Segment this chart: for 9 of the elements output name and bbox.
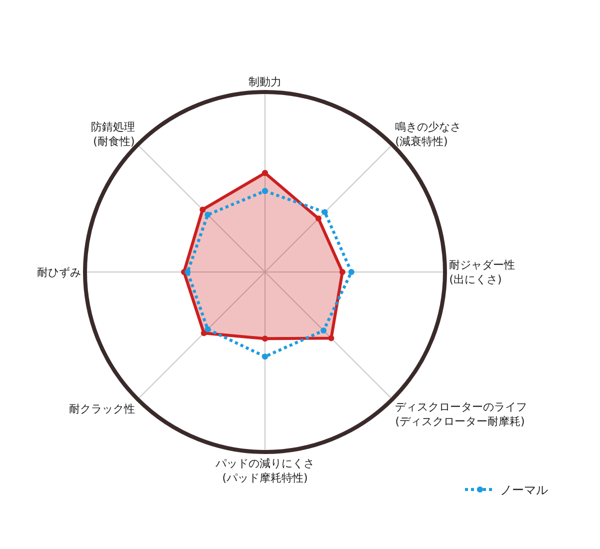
spoke-label: 耐ひずみ xyxy=(36,266,81,279)
spoke-label: 耐クラック性 xyxy=(68,402,135,416)
spoke-label: 防錆処理 (耐食性) xyxy=(90,120,135,148)
spoke-label: 制動力 xyxy=(248,76,282,89)
legend-label: ノーマル xyxy=(500,483,548,498)
spoke-label: ディスクローターのライフ (ディスクローター耐摩耗) xyxy=(395,400,528,428)
spoke-label: パッドの減りにくさ (パッド摩耗特性) xyxy=(214,457,314,484)
spoke-label: 鳴きの少なさ (減衰特性) xyxy=(395,120,462,148)
spoke-label: 耐ジャダー性 (出にくさ) xyxy=(449,258,516,286)
